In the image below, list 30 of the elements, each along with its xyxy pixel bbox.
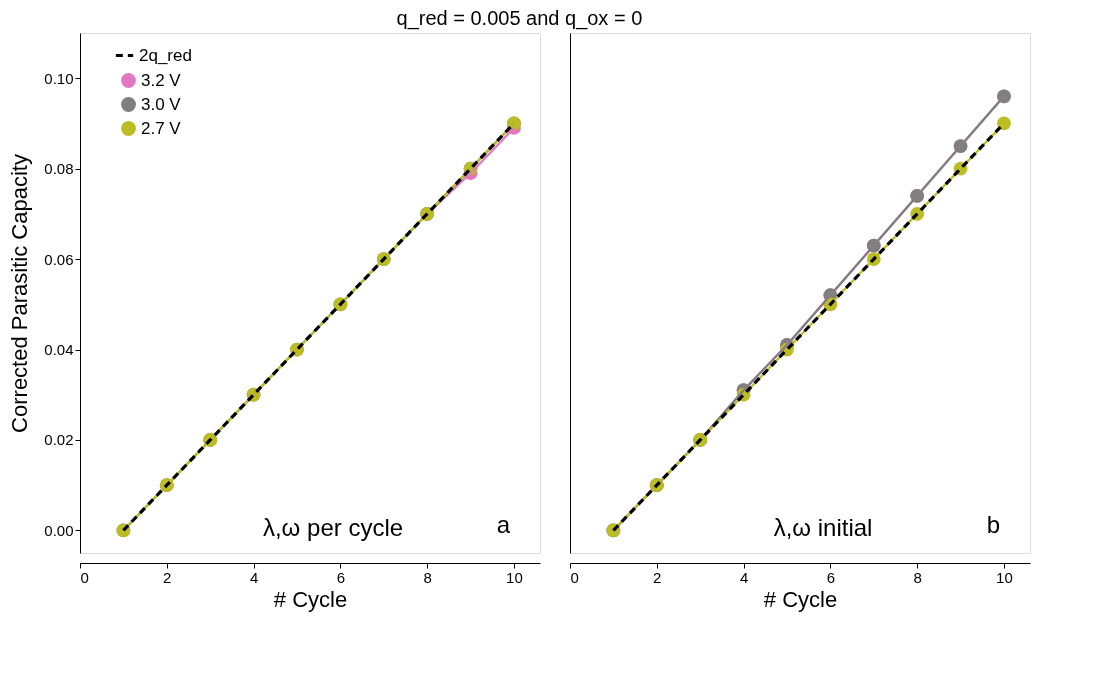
y-tick-label: 0.08 <box>44 160 74 178</box>
x-tick-label: 10 <box>996 568 1013 586</box>
y-tick-label: 0.06 <box>44 250 74 268</box>
x-tick-label: 2 <box>653 568 662 586</box>
y-tick-label: 0.02 <box>44 431 74 449</box>
y-tick-label: 0.04 <box>44 341 74 359</box>
annotation: λ,ω initial <box>773 514 873 541</box>
x-tick-label: 6 <box>826 568 836 586</box>
x-tick-label: 4 <box>739 568 749 586</box>
x-tick-label: 0 <box>570 568 579 586</box>
y-tick-label: 0.10 <box>44 69 74 87</box>
legend-label: 3.0 V <box>141 94 182 114</box>
x-tick-label: 6 <box>336 568 346 586</box>
annotation: a <box>496 511 511 538</box>
x-axis-title: # Cycle <box>273 586 348 612</box>
x-tick-label: 4 <box>249 568 259 586</box>
x-tick-label: 0 <box>80 568 89 586</box>
chart-title: q_red = 0.005 and q_ox = 0 <box>396 6 643 30</box>
x-axis-title: # Cycle <box>763 586 838 612</box>
x-tick-label: 8 <box>913 568 922 586</box>
x-tick-label: 10 <box>506 568 523 586</box>
annotation: λ,ω per cycle <box>262 514 404 541</box>
x-tick-label: 2 <box>163 568 172 586</box>
y-tick-label: 0.00 <box>44 521 74 539</box>
annotation: b <box>986 511 1000 538</box>
x-tick-label: 8 <box>423 568 432 586</box>
legend-label: 2.7 V <box>141 118 182 138</box>
legend-label: 2q_red <box>139 45 192 65</box>
y-axis-title: Corrected Parasitic Capacity <box>7 154 33 433</box>
legend-label: 3.2 V <box>141 70 182 90</box>
